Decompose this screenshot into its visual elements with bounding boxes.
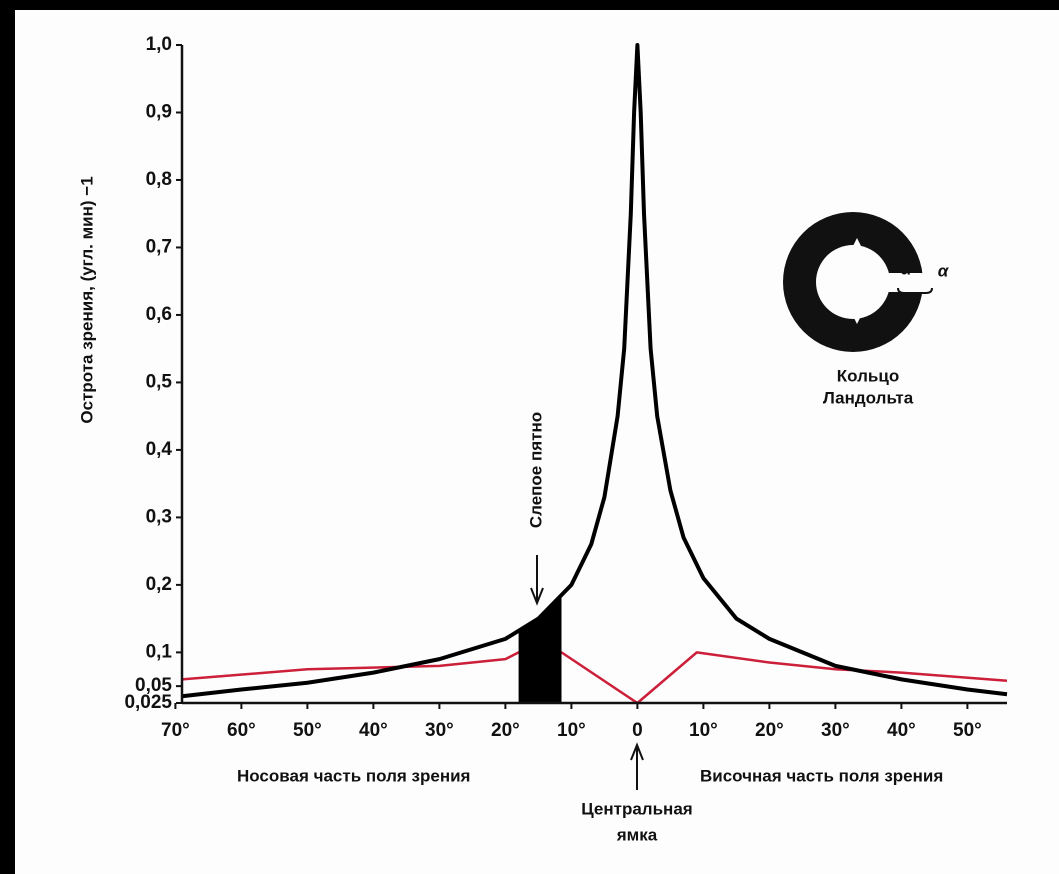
- x-tick-label: 50°: [293, 720, 322, 741]
- y-tick-label: 0,6: [146, 304, 172, 325]
- x-tick-label: 10°: [557, 720, 586, 741]
- ring-label: 3α: [823, 273, 843, 292]
- x-tick-label: 40°: [887, 720, 916, 741]
- landolt-ring: [783, 212, 933, 352]
- blind-spot-arrow: [530, 555, 544, 606]
- x-tick-label: 20°: [755, 720, 784, 741]
- fovea-arrow: [630, 742, 644, 790]
- x-tick-label: 30°: [821, 720, 850, 741]
- y-tick-label: 1,0: [146, 34, 172, 55]
- fovea-label: Центральная: [581, 799, 692, 818]
- x-tick-label: 10°: [689, 720, 718, 741]
- y-axis-label: Острота зрения, (угл. мин) −1: [77, 176, 96, 423]
- x-tick-label: 60°: [227, 720, 256, 741]
- y-tick-label: 0,8: [146, 169, 172, 190]
- blind-spot: [518, 595, 562, 703]
- y-tick-label: 0,05: [135, 675, 172, 696]
- x-tick-label: 20°: [491, 720, 520, 741]
- x-tick-label: 40°: [359, 720, 388, 741]
- y-tick-label: 0,2: [146, 574, 172, 595]
- fovea-label: ямка: [616, 825, 658, 844]
- y-tick-label: 0,7: [146, 236, 172, 257]
- x-tick-label: 50°: [953, 720, 982, 741]
- y-tick-label: 0,5: [146, 371, 173, 392]
- ring-label: α: [901, 259, 913, 278]
- ring-label: α: [938, 261, 950, 280]
- x-tick-label: 0: [632, 720, 643, 741]
- y-tick-label: 0,1: [146, 641, 173, 662]
- y-tick-label: 0,3: [146, 506, 172, 527]
- y-tick-label: 0,9: [146, 102, 172, 123]
- nasal-label: Носовая часть поля зрения: [237, 766, 470, 785]
- series-line: [181, 43, 1008, 699]
- background: [15, 10, 1059, 874]
- y-tick-label: 0,4: [146, 439, 173, 460]
- temporal-label: Височная часть поля зрения: [700, 766, 943, 785]
- x-tick-label: 70°: [161, 720, 190, 741]
- ring-title: Кольцо: [837, 366, 899, 385]
- ring-title: Ландольта: [823, 388, 914, 407]
- blind-spot-label: Слепое пятно: [526, 412, 545, 528]
- y-tick-label: 0,025: [124, 692, 172, 713]
- x-tick-label: 30°: [425, 720, 454, 741]
